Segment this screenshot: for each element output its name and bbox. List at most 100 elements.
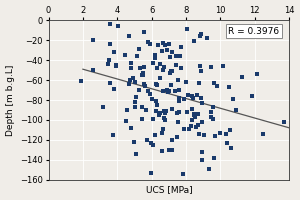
Point xyxy=(164,89,169,92)
Point xyxy=(155,103,160,106)
Point xyxy=(153,53,158,57)
Point xyxy=(160,149,165,152)
Point xyxy=(224,141,229,144)
Point xyxy=(192,113,197,116)
Point xyxy=(105,63,110,66)
Point xyxy=(148,92,152,95)
Point xyxy=(154,100,159,103)
Point xyxy=(161,66,166,69)
Point xyxy=(158,112,162,115)
Point xyxy=(148,171,153,174)
Point xyxy=(142,65,146,68)
Point xyxy=(144,108,148,111)
Point xyxy=(155,67,160,70)
Point xyxy=(182,98,187,101)
Point xyxy=(205,36,209,39)
Point xyxy=(212,81,216,84)
Point xyxy=(158,77,162,80)
Point xyxy=(218,132,222,135)
Point xyxy=(134,95,139,98)
Point xyxy=(132,105,137,108)
Point xyxy=(169,148,174,151)
Point xyxy=(150,98,154,101)
Point xyxy=(190,96,195,99)
Point xyxy=(190,119,195,122)
Point xyxy=(185,110,190,113)
Point xyxy=(254,73,259,76)
Point xyxy=(170,138,175,141)
Point xyxy=(164,110,169,113)
Point xyxy=(282,120,286,123)
Point xyxy=(191,113,196,117)
Point xyxy=(184,80,189,83)
Point xyxy=(90,68,95,72)
Point xyxy=(164,48,169,51)
Point xyxy=(154,109,158,113)
Point xyxy=(195,93,200,97)
Point xyxy=(221,65,226,68)
Point xyxy=(185,93,190,96)
Point xyxy=(161,109,166,112)
Point xyxy=(176,121,181,124)
Point xyxy=(148,43,152,46)
Point xyxy=(160,68,165,71)
Point xyxy=(189,108,194,111)
Point xyxy=(145,138,150,141)
Point xyxy=(168,56,173,59)
Point xyxy=(181,128,186,131)
Point xyxy=(199,32,204,36)
Point xyxy=(211,157,216,160)
Point xyxy=(101,105,106,108)
Point xyxy=(126,82,131,85)
Point xyxy=(175,135,180,138)
Point xyxy=(161,41,166,44)
Point xyxy=(163,119,168,122)
Point xyxy=(209,110,214,113)
Point xyxy=(166,90,170,93)
Point xyxy=(167,72,172,75)
Point xyxy=(111,87,116,91)
Point xyxy=(157,114,162,117)
Point xyxy=(139,73,144,76)
Point xyxy=(159,131,164,134)
Point xyxy=(181,172,186,176)
Point xyxy=(198,34,203,37)
Point xyxy=(156,43,161,47)
Point xyxy=(200,150,205,153)
Point xyxy=(139,117,144,121)
Point xyxy=(166,43,171,46)
Point xyxy=(107,82,112,85)
Point xyxy=(199,97,204,100)
Point xyxy=(137,48,142,51)
Point xyxy=(192,115,197,118)
Point xyxy=(173,54,178,57)
Point xyxy=(134,54,139,58)
Point xyxy=(174,63,179,66)
Point xyxy=(173,89,178,92)
Point xyxy=(146,41,150,44)
Point xyxy=(114,65,118,68)
Point xyxy=(187,128,192,131)
Point xyxy=(155,67,160,70)
Point xyxy=(158,62,162,65)
Point xyxy=(133,153,138,156)
Point xyxy=(209,66,214,69)
Point xyxy=(227,128,232,132)
Point xyxy=(199,69,203,73)
Point xyxy=(137,89,142,92)
Point xyxy=(163,44,168,47)
Point xyxy=(129,126,134,129)
Point xyxy=(206,168,211,171)
Point xyxy=(90,38,95,42)
Point xyxy=(123,120,128,123)
Point xyxy=(196,82,201,85)
Text: R = 0.3976: R = 0.3976 xyxy=(228,27,280,36)
Point xyxy=(200,120,204,124)
Point xyxy=(141,72,146,75)
Point xyxy=(167,149,171,152)
Point xyxy=(194,125,199,128)
Point xyxy=(175,112,180,115)
Point xyxy=(249,95,254,98)
Point xyxy=(161,117,166,120)
Point xyxy=(168,84,173,87)
